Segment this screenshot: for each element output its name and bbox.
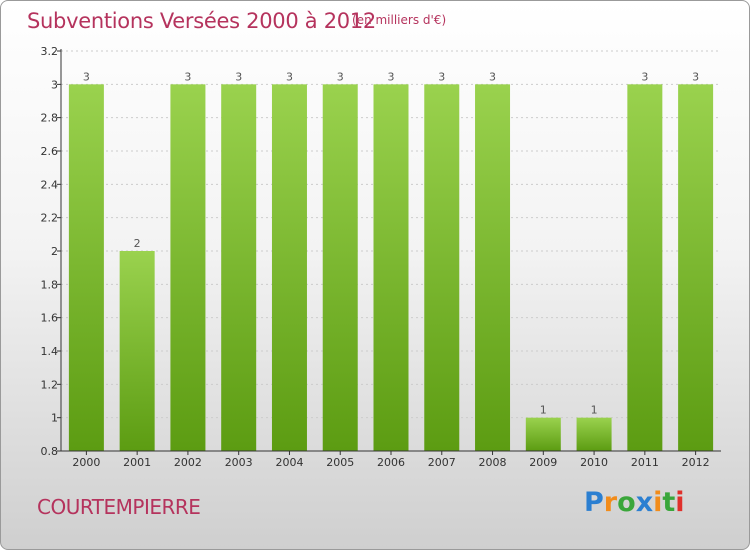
data-label: 1 <box>540 404 547 417</box>
data-label: 3 <box>641 70 648 83</box>
y-tick-label: 0.8 <box>41 445 59 458</box>
bar <box>678 84 714 451</box>
bar <box>271 84 307 451</box>
x-tick-label: 2006 <box>377 456 405 469</box>
data-label: 3 <box>286 70 293 83</box>
proxiti-logo: Proxiti <box>584 487 685 518</box>
x-tick-label: 2008 <box>479 456 507 469</box>
data-label: 1 <box>591 404 598 417</box>
logo-letter: o <box>617 487 636 518</box>
x-tick-label: 2005 <box>326 456 354 469</box>
x-tick-label: 2010 <box>580 456 608 469</box>
bar <box>475 84 511 451</box>
logo-letter: t <box>662 487 676 518</box>
bar <box>373 84 409 451</box>
chart-title: Subventions Versées 2000 à 2012 <box>27 9 376 33</box>
logo-letter: i <box>675 487 685 518</box>
data-label: 3 <box>438 70 445 83</box>
bar <box>627 84 663 451</box>
data-label: 3 <box>692 70 699 83</box>
x-tick-label: 2002 <box>174 456 202 469</box>
y-tick-label: 2 <box>51 245 58 258</box>
bar <box>424 84 460 451</box>
bar <box>119 251 155 451</box>
logo-letter: i <box>653 487 663 518</box>
y-tick-label: 2.8 <box>41 112 59 125</box>
logo-letter: r <box>603 487 618 518</box>
bar <box>576 417 612 451</box>
logo-letter: x <box>635 487 654 518</box>
y-tick-label: 1 <box>51 412 58 425</box>
x-tick-label: 2009 <box>529 456 557 469</box>
y-tick-label: 3.2 <box>41 45 59 58</box>
data-label: 3 <box>388 70 395 83</box>
data-label: 3 <box>184 70 191 83</box>
data-label: 3 <box>337 70 344 83</box>
y-tick-label: 1.8 <box>41 278 59 291</box>
data-label: 2 <box>134 237 141 250</box>
y-tick-label: 2.4 <box>41 178 59 191</box>
data-label: 3 <box>83 70 90 83</box>
x-tick-label: 2001 <box>123 456 151 469</box>
y-tick-label: 1.2 <box>41 378 59 391</box>
chart-unit-note: (en milliers d'€) <box>352 13 447 27</box>
bar <box>170 84 206 451</box>
data-label: 3 <box>235 70 242 83</box>
bar <box>525 417 561 451</box>
x-tick-label: 2000 <box>72 456 100 469</box>
y-tick-label: 1.6 <box>41 312 59 325</box>
logo-letter: P <box>584 487 604 518</box>
y-tick-label: 2.6 <box>41 145 59 158</box>
y-tick-label: 3 <box>51 78 58 91</box>
y-tick-label: 2.2 <box>41 212 59 225</box>
x-tick-label: 2003 <box>225 456 253 469</box>
bar <box>322 84 358 451</box>
y-tick-label: 1.4 <box>41 345 59 358</box>
x-tick-label: 2012 <box>682 456 710 469</box>
x-tick-label: 2011 <box>631 456 659 469</box>
x-tick-label: 2007 <box>428 456 456 469</box>
data-label: 3 <box>489 70 496 83</box>
commune-name: COURTEMPIERRE <box>37 495 201 519</box>
x-tick-label: 2004 <box>275 456 303 469</box>
bar <box>68 84 104 451</box>
bar <box>221 84 257 451</box>
